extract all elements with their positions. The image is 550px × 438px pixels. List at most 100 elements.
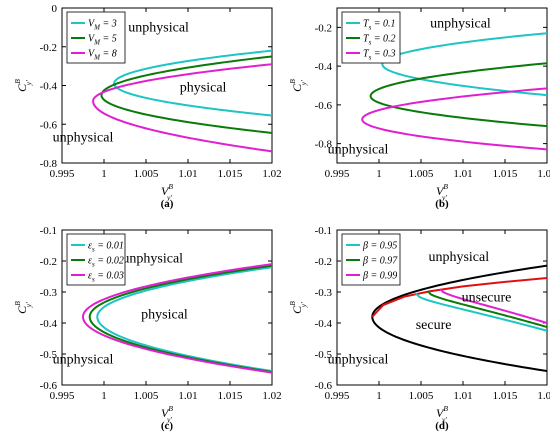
x-tick-label: 1.015: [493, 168, 518, 180]
region-label: unphysical: [122, 252, 183, 267]
region-label: unphysical: [430, 16, 491, 31]
legend-entry-main: β: [362, 271, 368, 282]
y-tick-label: -0.6: [315, 380, 333, 392]
panel-label: (b): [435, 198, 449, 210]
x-tick-label: 1.01: [453, 168, 472, 180]
x-axis-label-sub: y′: [441, 415, 447, 424]
region-label: secure: [416, 318, 452, 333]
legend-entry-rest: = 0.2: [371, 34, 395, 45]
y-tick-label: -0.5: [40, 349, 58, 361]
region-label: unphysical: [328, 142, 389, 157]
x-tick-label: 0.995: [325, 390, 350, 402]
y-axis-label: CB y′: [288, 79, 308, 92]
series-line: [381, 32, 547, 97]
chart-panel-2: 0.995 1 1.005 1.01 1.015 1.02 -0.2 -0.4 -0.6 -0.8…: [288, 7, 550, 210]
y-tick-label: -0.3: [315, 287, 333, 299]
legend-entry: εs = 0.01: [88, 241, 124, 254]
x-axis-label-sup: B: [443, 182, 448, 191]
x-axis-label-sup: B: [168, 404, 173, 413]
series-line: [92, 63, 272, 153]
legend-entry-main: V: [88, 49, 96, 60]
x-tick-label: 1.02: [262, 390, 281, 402]
y-tick-label: -0.4: [40, 81, 58, 93]
x-tick-label: 1.01: [178, 168, 197, 180]
series-line: [81, 263, 272, 374]
legend: VM = 3VM = 5VM = 8: [66, 11, 126, 64]
y-tick-label: -0.5: [315, 349, 333, 361]
x-tick-label: 1.005: [409, 168, 434, 180]
x-tick-label: 0.995: [50, 168, 75, 180]
legend-entry-sub: s: [369, 54, 372, 62]
legend-entry: VM = 8: [88, 49, 117, 62]
plot-frame: [336, 229, 548, 386]
panel-label: (c): [161, 420, 174, 432]
x-tick-label: 1.015: [218, 168, 243, 180]
legend-entry-main: ε: [88, 241, 92, 252]
x-axis-label: VB y′: [436, 404, 448, 424]
legend: Ts = 0.1Ts = 0.2Ts = 0.3: [341, 11, 401, 64]
y-tick-label: -0.3: [40, 287, 58, 299]
legend-entry: β = 0.97: [362, 256, 398, 267]
legend-entry-main: ε: [88, 256, 92, 267]
plot-area: [371, 264, 547, 373]
series-line: [426, 290, 547, 328]
legend-entry: VM = 3: [88, 19, 117, 32]
y-tick-label: -0.1: [315, 225, 332, 237]
region-label: unsecure: [462, 290, 512, 305]
chart-panel-1: 0.995 1 1.005 1.01 1.015 1.02 0 -0.2 -0.4 -0.6 -0.…: [13, 3, 282, 210]
y-tick-label: -0.4: [40, 318, 58, 330]
legend: β = 0.95β = 0.97β = 0.99: [341, 233, 401, 286]
x-tick-label: 1.015: [218, 390, 243, 402]
plot-area: [361, 32, 547, 151]
legend-entry: Ts = 0.2: [363, 34, 396, 47]
region-label: unphysical: [328, 352, 389, 367]
legend-entry-rest: = 0.1: [371, 19, 395, 30]
plot-frame: [336, 7, 548, 164]
y-tick-label: -0.1: [40, 225, 57, 237]
legend-entry-sub: M: [93, 24, 101, 32]
x-tick-label: 0.995: [50, 390, 75, 402]
red-boundary-line: [371, 277, 547, 318]
y-tick-label: -0.8: [40, 158, 58, 170]
y-tick-label: -0.2: [40, 256, 57, 268]
x-tick-label: 1.02: [537, 168, 550, 180]
y-tick-label: -0.4: [315, 61, 333, 73]
x-tick-label: 1: [376, 390, 382, 402]
x-tick-label: 1.02: [537, 390, 550, 402]
x-tick-label: 1.01: [178, 390, 197, 402]
plot-frame: [61, 229, 273, 386]
plot-area: [81, 263, 272, 374]
legend-entry-rest: = 3: [100, 19, 117, 30]
black-boundary-line: [371, 264, 547, 373]
legend-entry-rest: = 0.95: [368, 241, 397, 252]
x-axis-label-sub: y′: [166, 193, 172, 202]
region-label: unphysical: [53, 131, 114, 146]
legend-entry: εs = 0.02: [88, 256, 124, 269]
legend-entry-main: β: [362, 256, 368, 267]
y-axis-label-sup: B: [13, 79, 22, 84]
x-axis-label: VB y′: [161, 182, 173, 202]
y-tick-label: -0.8: [315, 139, 333, 151]
y-axis-label-sub: y′: [24, 302, 33, 308]
region-label: physical: [141, 307, 188, 322]
x-axis-label: VB y′: [161, 404, 173, 424]
legend-entry-sub: s: [369, 39, 372, 47]
x-tick-label: 1.005: [134, 390, 159, 402]
legend-entry-main: V: [88, 34, 96, 45]
region-label: unphysical: [428, 250, 489, 265]
x-tick-label: 0.995: [325, 168, 350, 180]
x-tick-label: 1.02: [262, 168, 281, 180]
x-tick-label: 1.005: [134, 168, 159, 180]
legend-entry-main: T: [363, 34, 370, 45]
region-label: physical: [180, 80, 227, 95]
y-axis-label: CB y′: [13, 79, 33, 92]
plot-area: [92, 49, 272, 153]
y-tick-label: -0.2: [315, 256, 332, 268]
legend-entry: Ts = 0.1: [363, 19, 396, 32]
y-axis-label: CB y′: [13, 301, 33, 314]
x-tick-label: 1: [376, 168, 382, 180]
legend-entry-sub: s: [92, 276, 95, 284]
region-label: unphysical: [128, 20, 189, 35]
series-line: [88, 264, 272, 373]
